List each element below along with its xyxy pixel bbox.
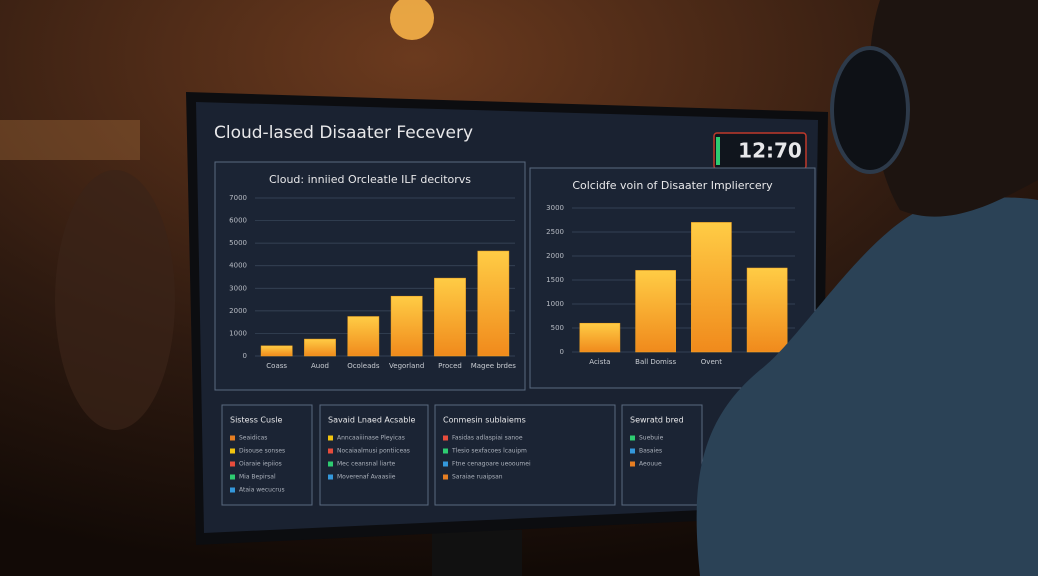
panel-title: Conmesin sublaiems	[443, 416, 526, 425]
charts: Cloud: inniied Orcleatle ILF decitorvs 0 1…	[214, 161, 816, 391]
panel-frame	[621, 404, 703, 506]
x-tick-label: Ovent	[701, 358, 722, 366]
y-tick-label: 6000	[229, 217, 247, 225]
bullet	[230, 448, 235, 454]
screen-title: Cloud-lased Disaater Fecevery	[214, 123, 473, 143]
bullet	[443, 474, 448, 480]
panel-item: Tlesio sexfacoes lcauipm	[451, 448, 527, 455]
y-tick-label: 2000	[546, 252, 564, 260]
bullet	[630, 448, 635, 454]
bullet	[328, 435, 333, 441]
bullet	[630, 435, 635, 441]
panel-frame	[221, 404, 313, 506]
panel-item: Fasidas adlaspiai sanoe	[452, 435, 523, 442]
bullet	[230, 474, 235, 480]
x-tick-label: Ocoleads	[347, 362, 380, 370]
y-tick-label: 7000	[229, 194, 247, 202]
bullet	[328, 461, 333, 467]
bar	[304, 338, 336, 357]
clock: 12:70	[738, 139, 802, 163]
y-tick-label: 5000	[229, 239, 247, 247]
panel-title: Savaid Lnaed Acsable	[328, 416, 416, 425]
info-panel: Savaid Lnaed Acsable Anncaaiiinase Pleyic…	[319, 404, 429, 506]
person-shirt	[696, 197, 1038, 576]
clock-indicator	[716, 137, 720, 165]
bar	[635, 270, 676, 353]
bullet	[230, 487, 235, 493]
panel-item: Disouse sonses	[239, 448, 285, 455]
chart-title: Cloud: inniied Orcleatle ILF decitorvs	[269, 173, 471, 186]
bullet	[230, 461, 235, 467]
panel-item: Mec ceansnal liarte	[337, 461, 396, 468]
panel-frame	[319, 404, 429, 506]
bar	[746, 267, 788, 353]
panel-item: Moverenaf Avaasiie	[337, 474, 396, 481]
y-tick-label: 1000	[546, 300, 564, 308]
bar	[434, 277, 466, 357]
bullet	[443, 461, 448, 467]
chart-panel: Cloud: inniied Orcleatle ILF decitorvs 0 1…	[214, 161, 526, 391]
info-panel: Conmesin sublaiems Fasidas adlaspiai sano…	[434, 404, 616, 506]
bullet	[328, 448, 333, 454]
x-tick-label: Vegorland	[389, 362, 424, 370]
monitor-stand	[432, 530, 522, 576]
x-tick-label: Ball Domiss	[635, 358, 676, 366]
y-tick-label: 1500	[546, 276, 564, 284]
panel-item: Saraiae ruaipsan	[452, 474, 503, 481]
bullet	[230, 435, 235, 441]
panel-title: Sewratd bred	[630, 416, 684, 425]
lamp	[390, 0, 434, 40]
background-person	[55, 170, 175, 430]
panel-frame	[434, 404, 616, 506]
bullet	[443, 435, 448, 441]
y-tick-label: 4000	[229, 262, 247, 270]
x-tick-label: Auod	[311, 362, 329, 370]
y-tick-label: 3000	[546, 204, 564, 212]
bar	[390, 295, 423, 357]
y-tick-label: 1000	[229, 329, 247, 337]
person-head	[869, 0, 1038, 217]
y-tick-label: 2500	[546, 228, 564, 236]
bar	[579, 322, 621, 353]
bar	[477, 250, 510, 357]
panel-item: Nocaiaalmusi pontiiceas	[337, 448, 410, 455]
x-tick-label: Coass	[266, 362, 287, 370]
bar	[691, 222, 732, 353]
y-tick-label: 0	[243, 352, 247, 360]
bar	[260, 345, 293, 357]
y-tick-label: 3000	[229, 284, 247, 292]
y-tick-label: 500	[551, 324, 564, 332]
x-tick-label: Magee brdes	[471, 362, 517, 370]
panel-item: Oiaraie iepiios	[239, 461, 282, 468]
chart-title: Colcidfe voin of Disaater Impliercery	[572, 179, 773, 192]
window-glow	[0, 120, 140, 160]
panel-item: Ftne cenagoare ueooumei	[452, 461, 531, 468]
info-panel: Sistess Cusle Seaidicas Disouse sonses Oiar…	[221, 404, 313, 506]
x-tick-label: Proced	[438, 362, 462, 370]
panel-title: Sistess Cusle	[230, 416, 282, 425]
bullet	[630, 461, 635, 467]
y-tick-label: 0	[560, 348, 564, 356]
panel-item: Seaidicas	[239, 435, 267, 442]
panel-item: Aeouue	[639, 461, 662, 468]
bullet	[443, 448, 448, 454]
bar	[347, 316, 380, 357]
x-tick-label: Acista	[589, 358, 610, 366]
y-tick-label: 2000	[229, 307, 247, 315]
panel-item: Anncaaiiinase Pleyicas	[337, 435, 405, 442]
panel-item: Basaies	[639, 448, 662, 455]
panels: Sistess Cusle Seaidicas Disouse sonses Oiar…	[221, 404, 703, 506]
panel-item: Mia Bepirsal	[239, 474, 276, 481]
info-panel: Sewratd bred Suebuie Basaies Aeouue	[621, 404, 703, 506]
panel-item: Suebuie	[639, 435, 664, 442]
bullet	[328, 474, 333, 480]
chart-panel: Colcidfe voin of Disaater Impliercery 0 50…	[529, 167, 816, 389]
panel-item: Ataia wecucrus	[239, 487, 285, 494]
headphones	[830, 46, 910, 174]
